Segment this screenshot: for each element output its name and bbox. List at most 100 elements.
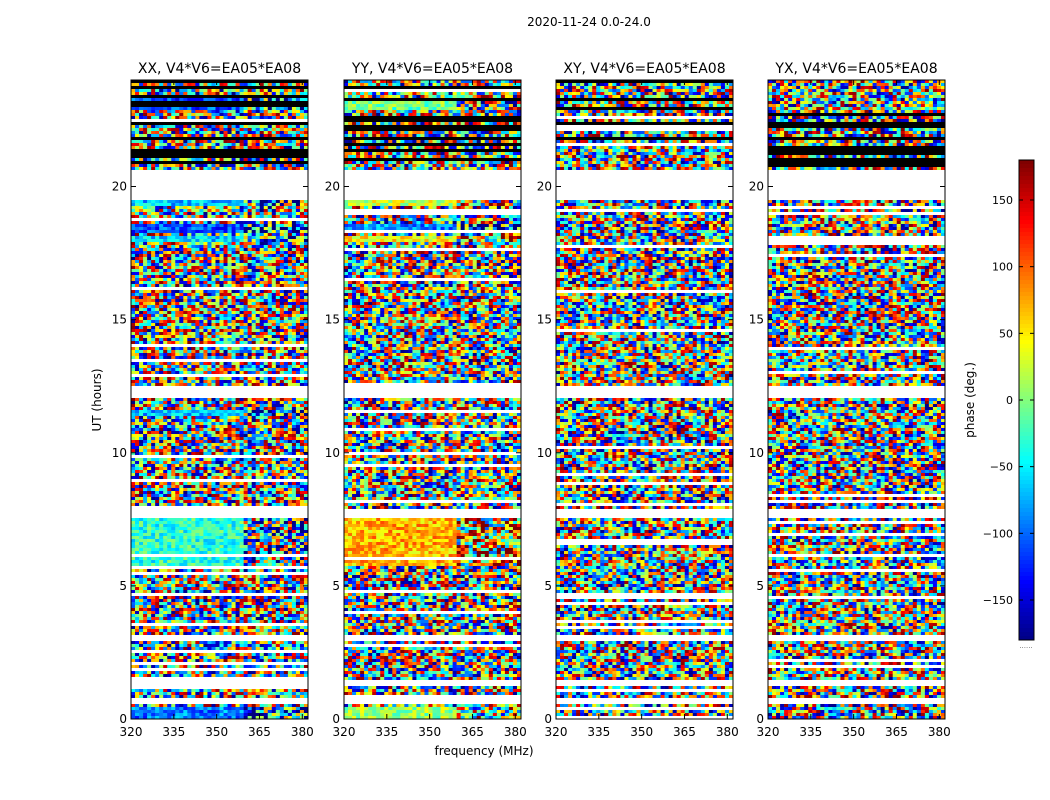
colorbar-tick-label: 150: [992, 194, 1013, 207]
colorbar-segment: [1019, 308, 1034, 313]
colorbar-segment: [1019, 572, 1034, 577]
x-tick-label: 365: [673, 725, 696, 739]
x-tick-label: 335: [162, 725, 185, 739]
y-tick-label: 0: [756, 712, 764, 726]
colorbar-segment: [1019, 356, 1034, 361]
panel-title: YY, V4*V6=EA05*EA08: [351, 61, 513, 77]
x-tick-label: 350: [842, 725, 865, 739]
x-tick-label: 320: [757, 725, 780, 739]
colorbar-segment: [1019, 556, 1034, 561]
colorbar-segment: [1019, 312, 1034, 317]
colorbar-segment: [1019, 440, 1034, 445]
colorbar-segment: [1019, 268, 1034, 273]
x-tick-label: 380: [716, 725, 739, 739]
phase-waterfall: [556, 80, 733, 719]
colorbar-segment: [1019, 160, 1034, 165]
panel-grid: XX, V4*V6=EA05*EA08 320 335 350 365 380 0 5 10 15…: [112, 61, 951, 739]
colorbar-segment: [1019, 248, 1034, 253]
colorbar-segment: [1019, 528, 1034, 533]
colorbar-segment: [1019, 600, 1034, 605]
colorbar-segment: [1019, 376, 1034, 381]
x-axis-label: frequency (MHz): [434, 744, 533, 758]
colorbar: −150 −100 −50 0 50 100 150: [983, 159, 1035, 641]
colorbar-segment: [1019, 216, 1034, 221]
colorbar-segment: [1019, 632, 1034, 637]
panel-frame: [343, 79, 522, 720]
colorbar-segment: [1019, 236, 1034, 241]
colorbar-segment: [1019, 180, 1034, 185]
colorbar-segment: [1019, 300, 1034, 305]
colorbar-segment: [1019, 564, 1034, 569]
panel-title: XY, V4*V6=EA05*EA08: [563, 61, 725, 77]
panel-title: XX, V4*V6=EA05*EA08: [138, 61, 301, 77]
colorbar-segment: [1019, 588, 1034, 593]
x-tick-label: 335: [799, 725, 822, 739]
colorbar-segment: [1019, 176, 1034, 181]
colorbar-segment: [1019, 636, 1034, 641]
y-tick-label: 20: [325, 180, 340, 194]
colorbar-segment: [1019, 476, 1034, 481]
colorbar-segment: [1019, 324, 1034, 329]
colorbar-segment: [1019, 412, 1034, 417]
phase-waterfall: [344, 80, 521, 719]
colorbar-segment: [1019, 212, 1034, 217]
colorbar-segment: [1019, 624, 1034, 629]
colorbar-segment: [1019, 456, 1034, 461]
colorbar-segment: [1019, 364, 1034, 369]
colorbar-segment: [1019, 420, 1034, 425]
colorbar-segment: [1019, 504, 1034, 509]
colorbar-segment: [1019, 280, 1034, 285]
colorbar-segment: [1019, 304, 1034, 309]
x-tick-label: 320: [545, 725, 568, 739]
y-tick-label: 10: [537, 446, 552, 460]
colorbar-segment: [1019, 460, 1034, 465]
x-tick-label: 350: [205, 725, 228, 739]
colorbar-segment: [1019, 288, 1034, 293]
panel-frame: [767, 79, 946, 720]
colorbar-segment: [1019, 192, 1034, 197]
colorbar-segment: [1019, 428, 1034, 433]
colorbar-tick-label: −150: [983, 594, 1013, 607]
colorbar-segment: [1019, 220, 1034, 225]
colorbar-segment: [1019, 296, 1034, 301]
y-tick-label: 5: [544, 579, 552, 593]
colorbar-tick-label: 0: [1006, 394, 1013, 407]
x-tick-label: 365: [248, 725, 271, 739]
colorbar-segment: [1019, 224, 1034, 229]
colorbar-segment: [1019, 292, 1034, 297]
y-tick-label: 5: [756, 579, 764, 593]
colorbar-tick-label: −100: [983, 527, 1013, 540]
colorbar-segment: [1019, 444, 1034, 449]
colorbar-segment: [1019, 260, 1034, 265]
colorbar-segment: [1019, 472, 1034, 477]
colorbar-segment: [1019, 608, 1034, 613]
colorbar-segment: [1019, 344, 1034, 349]
x-tick-label: 320: [333, 725, 356, 739]
colorbar-segment: [1019, 592, 1034, 597]
colorbar-segment: [1019, 512, 1034, 517]
colorbar-segment: [1019, 488, 1034, 493]
colorbar-segment: [1019, 196, 1034, 201]
colorbar-segment: [1019, 604, 1034, 609]
y-tick-label: 15: [325, 313, 340, 327]
colorbar-segment: [1019, 408, 1034, 413]
colorbar-segment: [1019, 252, 1034, 257]
colorbar-segment: [1019, 208, 1034, 213]
panel-frame: [555, 79, 734, 720]
colorbar-segment: [1019, 276, 1034, 281]
phase-waterfall: [768, 80, 945, 719]
y-tick-label: 5: [332, 579, 340, 593]
colorbar-segment: [1019, 468, 1034, 473]
colorbar-segment: [1019, 336, 1034, 341]
phase-waterfall: [131, 80, 308, 719]
y-tick-label: 20: [537, 180, 552, 194]
colorbar-segment: [1019, 536, 1034, 541]
colorbar-segment: [1019, 372, 1034, 377]
colorbar-segment: [1019, 404, 1034, 409]
colorbar-segment: [1019, 332, 1034, 337]
colorbar-segment: [1019, 396, 1034, 401]
y-tick-label: 0: [544, 712, 552, 726]
colorbar-segment: [1019, 388, 1034, 393]
panel-xx: XX, V4*V6=EA05*EA08 320 335 350 365 380 0 5 10 15…: [112, 61, 314, 739]
